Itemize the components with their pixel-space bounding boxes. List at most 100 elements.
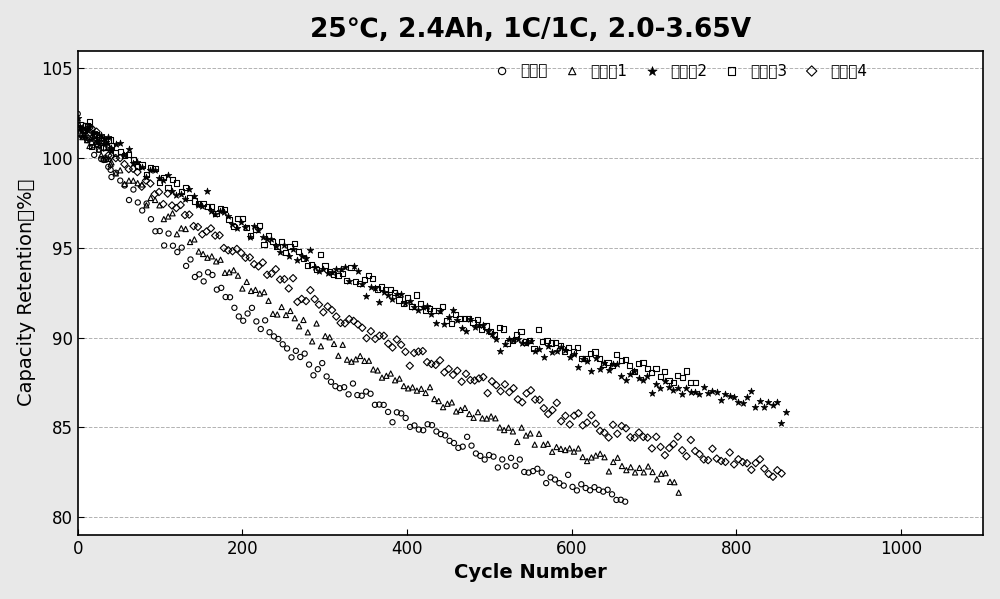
- 实施例4: [212, 231, 228, 240]
- 对比例: [77, 126, 93, 135]
- 实施例2: [415, 302, 431, 312]
- 实施例3: [256, 240, 272, 250]
- 实施例1: [501, 423, 517, 432]
- 实施例2: [151, 173, 167, 183]
- 实施例1: [282, 306, 298, 316]
- 实施例1: [439, 399, 455, 409]
- 对比例: [503, 453, 519, 462]
- 实施例4: [709, 454, 725, 464]
- 实施例1: [649, 474, 665, 484]
- 对比例: [86, 150, 102, 160]
- 实施例2: [246, 221, 262, 231]
- 对比例: [573, 479, 589, 489]
- 实施例3: [513, 327, 529, 337]
- 实施例2: [432, 306, 448, 316]
- 实施例4: [324, 305, 340, 315]
- 对比例: [147, 226, 163, 236]
- 实施例4: [657, 450, 673, 460]
- 实施例1: [453, 405, 469, 415]
- 实施例4: [635, 432, 651, 441]
- 实施例2: [77, 132, 93, 141]
- 实施例3: [360, 271, 376, 280]
- 实施例2: [601, 365, 617, 375]
- 对比例: [112, 176, 128, 185]
- 实施例4: [436, 368, 452, 377]
- 实施例2: [531, 344, 547, 354]
- 实施例2: [164, 186, 180, 196]
- 对比例: [613, 495, 629, 504]
- 对比例: [240, 308, 256, 318]
- 实施例4: [164, 201, 180, 210]
- 实施例3: [291, 247, 307, 256]
- 实施例1: [531, 429, 547, 438]
- 对比例: [358, 387, 374, 397]
- 对比例: [380, 407, 396, 417]
- 实施例1: [387, 376, 403, 385]
- 实施例4: [225, 246, 241, 256]
- 实施例3: [330, 271, 346, 280]
- 实施例1: [182, 237, 198, 247]
- 对比例: [279, 344, 295, 353]
- 实施例2: [207, 210, 223, 219]
- 实施例3: [604, 361, 620, 370]
- 实施例1: [134, 180, 150, 189]
- 实施例3: [339, 276, 355, 285]
- 实施例4: [730, 455, 746, 464]
- 实施例3: [247, 225, 263, 234]
- 实施例1: [151, 201, 167, 210]
- 实施例2: [84, 128, 100, 138]
- 实施例2: [138, 172, 154, 181]
- 实施例3: [674, 373, 690, 383]
- 实施例2: [121, 144, 137, 154]
- 实施例3: [652, 371, 668, 381]
- 实施例3: [156, 173, 172, 182]
- 对比例: [367, 400, 383, 410]
- 实施例4: [601, 432, 617, 442]
- 实施例1: [121, 176, 137, 185]
- 对比例: [464, 441, 480, 450]
- 实施例2: [397, 298, 413, 308]
- 对比例: [565, 482, 581, 492]
- 实施例1: [400, 383, 416, 393]
- 实施例1: [357, 356, 373, 365]
- 实施例2: [272, 247, 288, 256]
- 实施例4: [653, 442, 669, 452]
- 实施例2: [320, 268, 336, 278]
- 对比例: [108, 168, 124, 177]
- 对比例: [84, 138, 100, 147]
- 对比例: [156, 241, 172, 250]
- 对比例: [485, 452, 501, 461]
- 对比例: [161, 229, 177, 238]
- 实施例1: [186, 235, 202, 244]
- 实施例1: [597, 452, 613, 462]
- 实施例4: [614, 421, 630, 431]
- 对比例: [345, 379, 361, 388]
- 实施例4: [402, 361, 418, 371]
- 实施例2: [142, 165, 158, 175]
- 实施例2: [324, 268, 340, 277]
- 实施例3: [369, 284, 385, 294]
- 实施例3: [72, 120, 88, 129]
- 实施例3: [164, 175, 180, 184]
- 实施例2: [79, 125, 95, 135]
- 实施例4: [138, 176, 154, 185]
- 实施例3: [260, 231, 276, 240]
- 实施例1: [269, 310, 285, 319]
- 实施例2: [194, 201, 210, 211]
- 对比例: [534, 468, 550, 477]
- 实施例2: [112, 138, 128, 147]
- 对比例: [139, 199, 155, 208]
- 实施例4: [700, 455, 716, 465]
- 实施例3: [631, 359, 647, 368]
- 对比例: [134, 205, 150, 215]
- 实施例3: [443, 319, 459, 329]
- 实施例3: [665, 377, 681, 387]
- 实施例1: [636, 468, 652, 477]
- 实施例4: [242, 253, 258, 262]
- 对比例: [371, 400, 387, 409]
- 实施例1: [243, 286, 259, 296]
- 实施例3: [448, 310, 464, 319]
- 对比例: [213, 283, 229, 293]
- 实施例3: [465, 318, 481, 328]
- 对比例: [551, 479, 567, 488]
